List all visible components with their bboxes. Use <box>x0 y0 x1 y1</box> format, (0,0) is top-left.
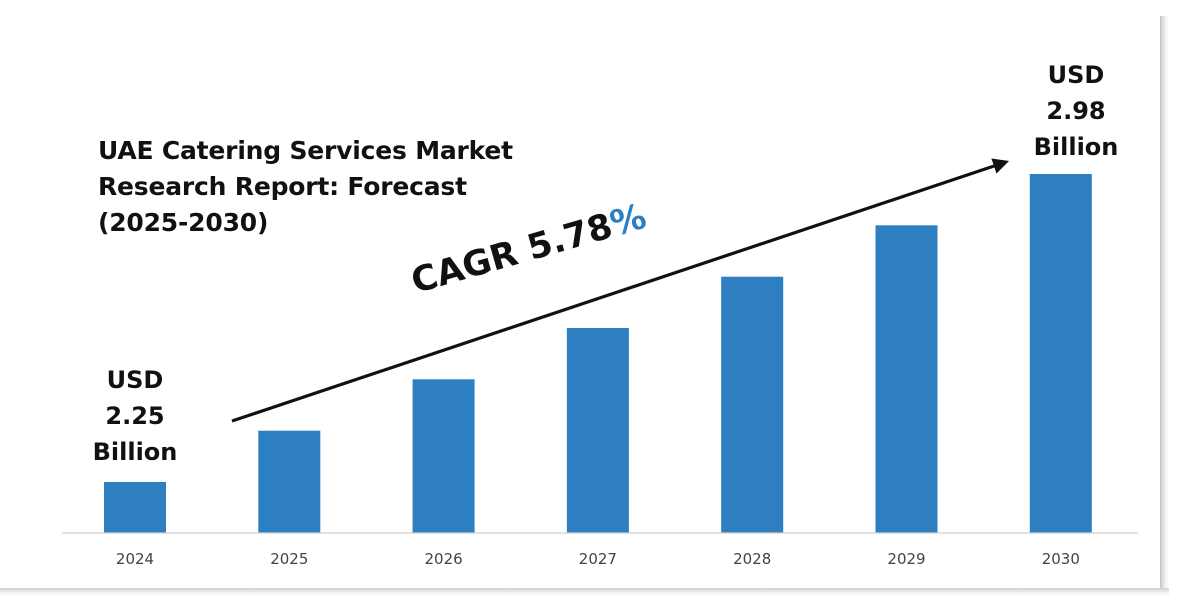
frame-edge <box>1160 16 1161 590</box>
start-value-callout: USD 2.25 Billion <box>75 362 195 470</box>
end-callout-value: 2.98 <box>1046 97 1106 125</box>
x-tick-2028: 2028 <box>733 550 771 568</box>
x-tick-2026: 2026 <box>425 550 463 568</box>
frame-shadow-right <box>1161 16 1169 594</box>
chart-title: UAE Catering Services Market Research Re… <box>98 133 558 241</box>
end-value-callout: USD 2.98 Billion <box>1016 57 1136 165</box>
bar-2024 <box>104 482 166 533</box>
bar-2028 <box>721 276 784 533</box>
bar-2026 <box>412 379 475 533</box>
growth-arrow <box>231 158 1010 423</box>
start-callout-currency: USD <box>106 366 164 394</box>
x-tick-2025: 2025 <box>270 550 308 568</box>
bars-group <box>104 174 1092 534</box>
bar-2027 <box>566 328 629 533</box>
frame-shadow-bottom <box>0 588 1169 596</box>
bar-2025 <box>258 430 321 533</box>
x-tick-labels: 2024 2025 2026 2027 2028 2029 2030 <box>116 550 1080 568</box>
bar-2029 <box>875 225 938 534</box>
title-line-1: UAE Catering Services Market <box>98 136 513 165</box>
title-line-2: Research Report: Forecast <box>98 172 467 201</box>
x-tick-2030: 2030 <box>1042 550 1080 568</box>
end-callout-unit: Billion <box>1033 133 1119 161</box>
start-callout-value: 2.25 <box>105 402 165 430</box>
x-tick-2029: 2029 <box>887 550 925 568</box>
title-line-3: (2025-2030) <box>98 208 269 237</box>
start-callout-unit: Billion <box>92 438 178 466</box>
end-callout-currency: USD <box>1047 61 1105 89</box>
x-tick-2027: 2027 <box>579 550 617 568</box>
bar-2030 <box>1029 174 1092 533</box>
x-tick-2024: 2024 <box>116 550 154 568</box>
